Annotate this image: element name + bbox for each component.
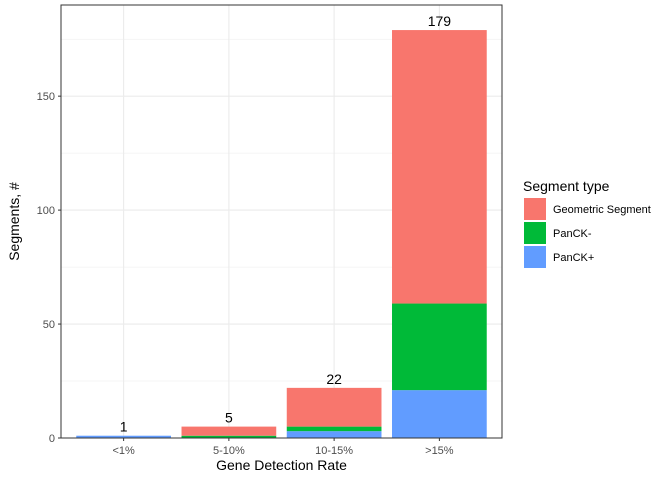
- legend: Segment type Geometric Segment PanCK- PanC…: [523, 178, 651, 268]
- legend-label: PanCK-: [553, 228, 592, 240]
- bar-segment: [286, 426, 382, 432]
- bar-segment: [392, 303, 487, 391]
- x-axis-title: Gene Detection Rate: [216, 457, 347, 473]
- y-tick-label: 50: [43, 319, 55, 331]
- total-label: 1: [120, 419, 128, 435]
- x-tick-label: >15%: [425, 445, 454, 457]
- y-axis: 0 50 100 150: [37, 91, 61, 445]
- legend-swatch: [524, 246, 546, 268]
- x-tick-label: <1%: [112, 445, 135, 457]
- bar-segment: [181, 435, 277, 438]
- bar-segment: [286, 431, 382, 438]
- x-axis: <1% 5-10% 10-15% >15%: [112, 438, 454, 457]
- total-label: 179: [428, 13, 452, 29]
- legend-title: Segment type: [523, 178, 610, 194]
- bar-segment: [181, 426, 277, 436]
- bar-segment: [76, 435, 171, 438]
- legend-label: Geometric Segment: [553, 204, 651, 216]
- panel-border: [60, 4, 503, 439]
- total-label: 5: [225, 410, 233, 426]
- y-tick-label: 0: [49, 433, 55, 445]
- x-tick-label: 10-15%: [315, 445, 353, 457]
- legend-swatch: [524, 198, 546, 220]
- legend-swatch: [524, 222, 546, 244]
- bar-segment: [286, 387, 382, 427]
- x-tick-label: 5-10%: [213, 445, 245, 457]
- y-tick-label: 150: [37, 91, 55, 103]
- bars: [76, 30, 487, 438]
- legend-label: PanCK+: [553, 252, 594, 264]
- total-labels: 1 5 22 179: [120, 13, 452, 435]
- bar-segment: [392, 390, 487, 438]
- y-tick-label: 100: [37, 205, 55, 217]
- bar-segment: [392, 30, 487, 304]
- y-axis-title: Segments, #: [6, 182, 22, 261]
- legend-items: Geometric Segment PanCK- PanCK+: [524, 198, 651, 268]
- total-label: 22: [326, 371, 342, 387]
